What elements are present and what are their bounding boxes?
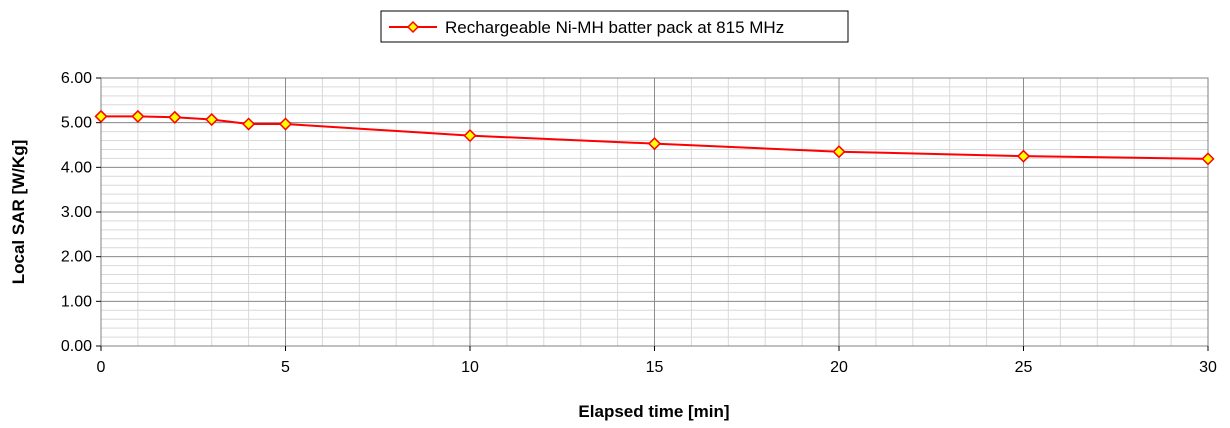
x-tick-label: 5 <box>281 359 290 376</box>
y-axis-title: Local SAR [W/Kg] <box>9 140 28 285</box>
data-point-marker <box>94 109 108 123</box>
x-tick-label: 10 <box>461 359 479 376</box>
legend-marker-swatch <box>406 20 420 34</box>
data-point-marker <box>205 112 219 127</box>
y-tick-label: 3.00 <box>61 204 92 221</box>
legend-box <box>380 10 849 43</box>
x-axis-ticks: 0 5 10 15 20 25 30 <box>97 346 1217 376</box>
x-tick-label: 25 <box>1015 359 1033 376</box>
x-tick-label: 30 <box>1199 359 1217 376</box>
data-point-marker <box>647 137 662 151</box>
data-point-marker <box>832 145 846 159</box>
y-tick-label: 6.00 <box>61 70 92 87</box>
data-point-marker <box>1201 152 1215 166</box>
legend-label: Rechargeable Ni-MH batter pack at 815 MH… <box>445 18 784 37</box>
x-tick-label: 0 <box>97 359 106 376</box>
y-tick-label: 4.00 <box>61 159 92 176</box>
y-tick-label: 2.00 <box>61 249 92 266</box>
x-axis-title: Elapsed time [min] <box>578 402 729 421</box>
legend: Rechargeable Ni-MH batter pack at 815 MH… <box>380 10 849 43</box>
y-axis-ticks: 0.00 1.00 2.00 3.00 4.00 5.00 6.00 <box>61 70 101 355</box>
y-tick-label: 0.00 <box>61 338 92 355</box>
y-tick-label: 1.00 <box>61 293 92 310</box>
y-tick-label: 5.00 <box>61 115 92 132</box>
data-point-marker <box>278 117 293 131</box>
x-tick-label: 20 <box>830 359 848 376</box>
data-point-marker <box>242 117 256 131</box>
data-point-marker <box>131 109 145 123</box>
major-grid <box>100 77 1209 347</box>
data-point-marker <box>168 110 182 124</box>
data-point-marker <box>1016 149 1031 163</box>
data-point-marker <box>463 129 477 143</box>
series-layer <box>94 109 1215 166</box>
x-tick-label: 15 <box>646 359 664 376</box>
